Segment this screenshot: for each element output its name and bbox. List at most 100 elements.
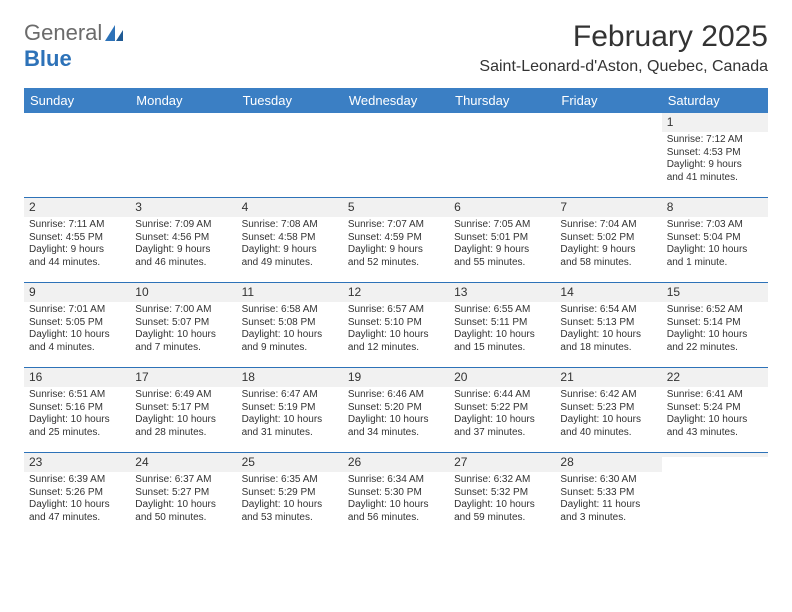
daylight-text: Daylight: 9 hours: [454, 244, 550, 257]
day-number: 25: [237, 453, 343, 472]
daylight-text: Daylight: 10 hours: [242, 414, 338, 427]
daylight-text: Daylight: 10 hours: [29, 499, 125, 512]
sunset-text: Sunset: 5:30 PM: [348, 487, 444, 500]
calendar-cell: 2Sunrise: 7:11 AMSunset: 4:55 PMDaylight…: [24, 198, 130, 282]
calendar-cell: 23Sunrise: 6:39 AMSunset: 5:26 PMDayligh…: [24, 453, 130, 537]
daylight-text: Daylight: 9 hours: [242, 244, 338, 257]
daylight-text: and 28 minutes.: [135, 427, 231, 440]
sunset-text: Sunset: 4:53 PM: [667, 147, 763, 160]
calendar-week-row: 1Sunrise: 7:12 AMSunset: 4:53 PMDaylight…: [24, 113, 768, 197]
daylight-text: Daylight: 10 hours: [348, 414, 444, 427]
daylight-text: Daylight: 10 hours: [242, 499, 338, 512]
sunrise-text: Sunrise: 6:47 AM: [242, 389, 338, 402]
sunset-text: Sunset: 5:22 PM: [454, 402, 550, 415]
calendar-cell: 25Sunrise: 6:35 AMSunset: 5:29 PMDayligh…: [237, 453, 343, 537]
daylight-text: Daylight: 9 hours: [560, 244, 656, 257]
day-number: 17: [130, 368, 236, 387]
sunrise-text: Sunrise: 6:46 AM: [348, 389, 444, 402]
day-number: 28: [555, 453, 661, 472]
daylight-text: and 34 minutes.: [348, 427, 444, 440]
daylight-text: and 9 minutes.: [242, 342, 338, 355]
sunrise-text: Sunrise: 6:30 AM: [560, 474, 656, 487]
daylight-text: Daylight: 10 hours: [560, 329, 656, 342]
day-number: 6: [449, 198, 555, 217]
calendar-body: 1Sunrise: 7:12 AMSunset: 4:53 PMDaylight…: [24, 113, 768, 537]
daylight-text: and 4 minutes.: [29, 342, 125, 355]
logo-text-general: General: [24, 20, 102, 46]
sunset-text: Sunset: 5:27 PM: [135, 487, 231, 500]
daylight-text: and 47 minutes.: [29, 512, 125, 525]
sunset-text: Sunset: 4:58 PM: [242, 232, 338, 245]
daylight-text: and 50 minutes.: [135, 512, 231, 525]
sunset-text: Sunset: 4:55 PM: [29, 232, 125, 245]
daylight-text: and 3 minutes.: [560, 512, 656, 525]
weekday-header: Thursday: [449, 88, 555, 113]
calendar-cell: 22Sunrise: 6:41 AMSunset: 5:24 PMDayligh…: [662, 368, 768, 452]
day-number: [449, 113, 555, 117]
sunrise-text: Sunrise: 6:41 AM: [667, 389, 763, 402]
sunset-text: Sunset: 4:59 PM: [348, 232, 444, 245]
day-number: 27: [449, 453, 555, 472]
weekday-header-row: Sunday Monday Tuesday Wednesday Thursday…: [24, 88, 768, 113]
location-label: Saint-Leonard-d'Aston, Quebec, Canada: [479, 58, 768, 76]
calendar-cell: 24Sunrise: 6:37 AMSunset: 5:27 PMDayligh…: [130, 453, 236, 537]
calendar-cell: 21Sunrise: 6:42 AMSunset: 5:23 PMDayligh…: [555, 368, 661, 452]
sunrise-text: Sunrise: 6:57 AM: [348, 304, 444, 317]
sunset-text: Sunset: 4:56 PM: [135, 232, 231, 245]
sunrise-text: Sunrise: 6:44 AM: [454, 389, 550, 402]
calendar-cell: 15Sunrise: 6:52 AMSunset: 5:14 PMDayligh…: [662, 283, 768, 367]
daylight-text: Daylight: 10 hours: [667, 244, 763, 257]
calendar-cell: 26Sunrise: 6:34 AMSunset: 5:30 PMDayligh…: [343, 453, 449, 537]
day-number: 9: [24, 283, 130, 302]
daylight-text: and 46 minutes.: [135, 257, 231, 270]
sunrise-text: Sunrise: 7:00 AM: [135, 304, 231, 317]
weekday-header: Sunday: [24, 88, 130, 113]
calendar-cell: 6Sunrise: 7:05 AMSunset: 5:01 PMDaylight…: [449, 198, 555, 282]
day-number: 21: [555, 368, 661, 387]
sunrise-text: Sunrise: 6:55 AM: [454, 304, 550, 317]
sunrise-text: Sunrise: 6:34 AM: [348, 474, 444, 487]
calendar-cell: 14Sunrise: 6:54 AMSunset: 5:13 PMDayligh…: [555, 283, 661, 367]
daylight-text: Daylight: 9 hours: [348, 244, 444, 257]
logo-sail-icon: [104, 24, 126, 42]
calendar-week-row: 16Sunrise: 6:51 AMSunset: 5:16 PMDayligh…: [24, 367, 768, 452]
daylight-text: and 49 minutes.: [242, 257, 338, 270]
sunset-text: Sunset: 5:01 PM: [454, 232, 550, 245]
logo-text-blue: Blue: [24, 46, 72, 72]
day-number: 14: [555, 283, 661, 302]
daylight-text: Daylight: 10 hours: [454, 499, 550, 512]
sunrise-text: Sunrise: 6:35 AM: [242, 474, 338, 487]
sunset-text: Sunset: 5:23 PM: [560, 402, 656, 415]
daylight-text: and 40 minutes.: [560, 427, 656, 440]
daylight-text: and 1 minute.: [667, 257, 763, 270]
sunrise-text: Sunrise: 7:07 AM: [348, 219, 444, 232]
daylight-text: Daylight: 10 hours: [29, 329, 125, 342]
sunset-text: Sunset: 5:14 PM: [667, 317, 763, 330]
sunset-text: Sunset: 5:19 PM: [242, 402, 338, 415]
daylight-text: and 7 minutes.: [135, 342, 231, 355]
calendar-cell-empty: [24, 113, 130, 197]
weekday-header: Monday: [130, 88, 236, 113]
logo-line2: Blue: [24, 46, 72, 72]
day-number: [24, 113, 130, 117]
day-number: [662, 453, 768, 457]
daylight-text: and 59 minutes.: [454, 512, 550, 525]
sunrise-text: Sunrise: 6:42 AM: [560, 389, 656, 402]
sunrise-text: Sunrise: 7:04 AM: [560, 219, 656, 232]
calendar: Sunday Monday Tuesday Wednesday Thursday…: [24, 88, 768, 537]
daylight-text: Daylight: 11 hours: [560, 499, 656, 512]
daylight-text: Daylight: 10 hours: [454, 414, 550, 427]
daylight-text: and 52 minutes.: [348, 257, 444, 270]
daylight-text: Daylight: 10 hours: [135, 329, 231, 342]
daylight-text: and 12 minutes.: [348, 342, 444, 355]
sunset-text: Sunset: 5:16 PM: [29, 402, 125, 415]
daylight-text: and 56 minutes.: [348, 512, 444, 525]
calendar-cell: 27Sunrise: 6:32 AMSunset: 5:32 PMDayligh…: [449, 453, 555, 537]
sunrise-text: Sunrise: 6:32 AM: [454, 474, 550, 487]
sunset-text: Sunset: 5:02 PM: [560, 232, 656, 245]
day-number: 12: [343, 283, 449, 302]
daylight-text: Daylight: 10 hours: [667, 329, 763, 342]
sunset-text: Sunset: 5:08 PM: [242, 317, 338, 330]
sunrise-text: Sunrise: 7:11 AM: [29, 219, 125, 232]
daylight-text: and 37 minutes.: [454, 427, 550, 440]
